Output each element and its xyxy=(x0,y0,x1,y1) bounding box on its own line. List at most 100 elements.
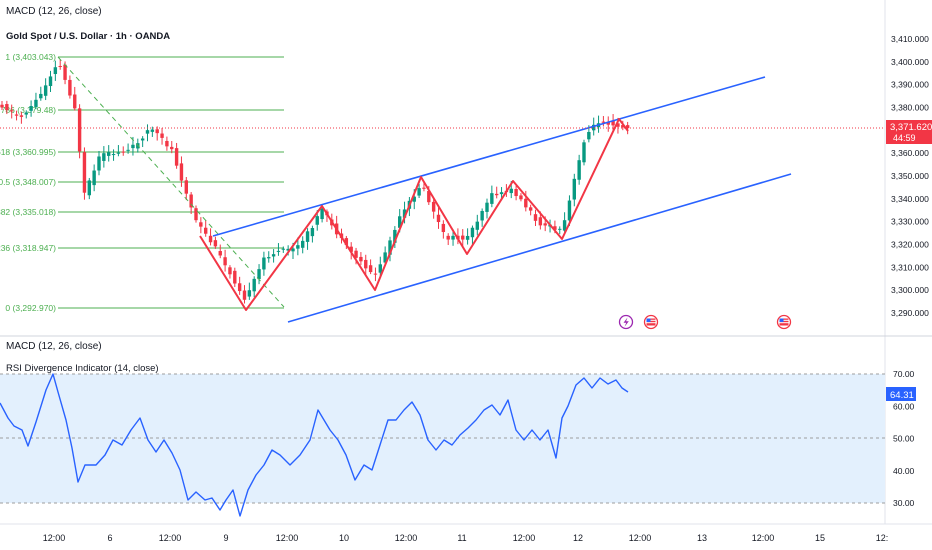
time-axis[interactable]: 12:00 6 12:00 9 12:00 10 12:00 11 12:00 12 12:00 13… xyxy=(43,533,889,543)
channel-upper-line[interactable] xyxy=(212,76,766,237)
rsi-line[interactable] xyxy=(0,373,629,517)
candle-body xyxy=(446,235,450,240)
candle-body xyxy=(587,131,591,140)
candlestick-series xyxy=(0,59,630,304)
candle-body xyxy=(73,94,77,109)
channel-lower-line[interactable] xyxy=(287,173,792,323)
candle-body xyxy=(257,269,261,280)
fibonacci-retracement[interactable]: 1 (3,403.043) 0.786 (3,379.48) 0.618 (3,36… xyxy=(0,52,284,313)
time-tick-label: 12: xyxy=(876,533,889,543)
price-tick-label: 3,290.000 xyxy=(891,308,929,318)
candle-body xyxy=(237,283,242,292)
candle-body xyxy=(29,105,33,111)
candle-body xyxy=(58,65,62,67)
candle-body xyxy=(179,163,184,181)
candle-body xyxy=(271,254,276,257)
candle-body xyxy=(562,220,567,231)
candle-body xyxy=(543,223,547,226)
rsi-axis[interactable]: 70.00 60.00 50.00 40.00 30.00 xyxy=(893,369,915,508)
candle-body xyxy=(126,149,130,151)
time-tick-label: 12:00 xyxy=(513,533,536,543)
candle-body xyxy=(170,146,174,150)
candle-body xyxy=(412,196,416,202)
candle-body xyxy=(213,240,218,247)
candle-body xyxy=(359,256,363,262)
candle-body xyxy=(436,214,441,223)
lightning-icon[interactable] xyxy=(618,314,634,330)
candle-body xyxy=(189,194,193,208)
candle-body xyxy=(145,130,150,134)
us-flag-icon[interactable] xyxy=(643,314,659,330)
zigzag-pattern[interactable] xyxy=(199,118,629,311)
candle-body xyxy=(301,240,305,248)
candle-body xyxy=(77,108,82,152)
fib-trend-line[interactable] xyxy=(57,56,285,308)
time-tick-label: 12:00 xyxy=(629,533,652,543)
candle-body xyxy=(378,264,382,273)
candle-body xyxy=(242,290,247,300)
candle-body xyxy=(417,188,421,196)
candle-body xyxy=(286,248,290,251)
rsi-pane-label[interactable]: RSI Divergence Indicator (14, close) xyxy=(6,363,159,374)
us-flag-icon[interactable] xyxy=(776,314,792,330)
candle-body xyxy=(228,267,232,275)
candle-body xyxy=(24,112,28,115)
candle-body xyxy=(223,257,227,266)
candle-body xyxy=(184,180,188,194)
time-tick-label: 12 xyxy=(573,533,583,543)
candle-body xyxy=(528,207,533,211)
candle-body xyxy=(310,228,315,237)
price-tick-label: 3,390.000 xyxy=(891,80,929,90)
candle-body xyxy=(233,270,237,284)
candle-body xyxy=(97,156,101,171)
candle-body xyxy=(140,138,145,141)
candle-body xyxy=(611,120,615,126)
candle-body xyxy=(296,245,300,249)
candle-body xyxy=(276,250,281,252)
candle-body xyxy=(247,290,252,297)
candle-body xyxy=(499,192,504,195)
candle-body xyxy=(208,235,213,243)
candle-body xyxy=(281,248,285,250)
candle-body xyxy=(480,210,484,221)
event-markers[interactable] xyxy=(618,314,792,330)
candle-body xyxy=(262,257,266,270)
candle-body xyxy=(383,252,387,263)
symbol-title[interactable]: Gold Spot / U.S. Dollar · 1h · OANDA xyxy=(6,31,170,42)
time-tick-label: 12:00 xyxy=(276,533,299,543)
candle-body xyxy=(344,238,349,245)
candle-body xyxy=(34,99,38,107)
rsi-tick-label: 40.00 xyxy=(893,466,915,476)
macd-pane-label[interactable]: MACD (12, 26, close) xyxy=(6,341,102,352)
candle-body xyxy=(349,246,353,252)
candle-body xyxy=(572,178,576,200)
time-tick-label: 13 xyxy=(697,533,707,543)
candle-body xyxy=(616,123,620,127)
candle-body xyxy=(53,67,58,75)
candle-body xyxy=(601,121,606,123)
rsi-tick-label: 50.00 xyxy=(893,434,915,444)
candle-body xyxy=(315,216,319,225)
candle-body xyxy=(485,202,489,212)
time-tick-label: 15 xyxy=(815,533,825,543)
candle-body xyxy=(102,153,106,161)
candle-body xyxy=(63,64,67,80)
rsi-tick-label: 30.00 xyxy=(893,498,915,508)
candle-body xyxy=(592,124,596,131)
time-tick-label: 6 xyxy=(107,533,112,543)
bar-countdown: 44:59 xyxy=(893,133,916,143)
time-tick-label: 10 xyxy=(339,533,349,543)
time-tick-label: 12:00 xyxy=(395,533,418,543)
candle-body xyxy=(441,223,446,233)
top-indicator-label[interactable]: MACD (12, 26, close) xyxy=(6,6,102,17)
candle-body xyxy=(431,201,436,212)
candle-body xyxy=(509,188,513,194)
candle-body xyxy=(87,180,91,196)
candle-body xyxy=(199,222,203,227)
candle-body xyxy=(398,216,402,228)
price-axis[interactable]: 3,410.000 3,400.000 3,390.000 3,380.000 3,37… xyxy=(891,34,929,318)
current-price-value: 3,371.620 xyxy=(890,122,932,133)
fib-level-label: 0.618 (3,360.995) xyxy=(0,147,56,157)
